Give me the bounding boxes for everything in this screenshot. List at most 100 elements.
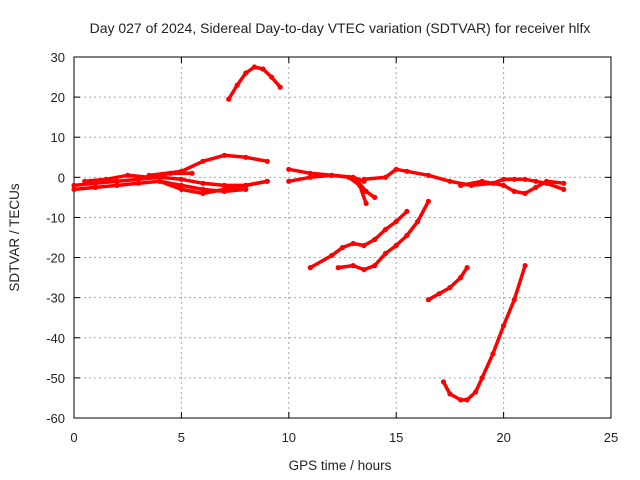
data-point — [501, 176, 507, 182]
series-line — [158, 179, 270, 196]
data-point — [307, 265, 313, 271]
y-tick-label: 10 — [51, 130, 65, 145]
data-point — [157, 178, 163, 184]
data-point — [479, 178, 485, 184]
series-track-d — [157, 178, 270, 196]
data-point — [511, 176, 517, 182]
data-series — [71, 64, 567, 403]
series-line — [147, 153, 270, 178]
data-point — [200, 186, 206, 192]
data-point — [522, 263, 528, 269]
data-point — [473, 389, 479, 395]
x-tick-label: 5 — [178, 430, 185, 445]
data-point — [264, 178, 270, 184]
data-point — [490, 351, 496, 357]
data-point — [221, 152, 227, 158]
data-point — [329, 172, 335, 178]
series-track-f — [226, 64, 283, 102]
data-point — [114, 178, 120, 184]
data-point — [178, 168, 184, 174]
y-tick-label: -50 — [46, 371, 65, 386]
data-point — [447, 178, 453, 184]
data-point — [251, 64, 257, 70]
data-point — [404, 168, 410, 174]
x-tick-labels: 0 5 10 15 20 25 — [70, 430, 618, 445]
data-point — [350, 240, 356, 247]
data-point — [361, 267, 367, 273]
data-point — [178, 182, 184, 188]
grid — [74, 57, 611, 418]
y-tick-labels: -60 -50 -40 -30 -20 -10 0 10 20 30 — [46, 50, 65, 426]
x-tick-label: 20 — [496, 430, 510, 445]
data-point — [464, 397, 470, 403]
data-point — [243, 154, 249, 160]
data-point — [363, 188, 369, 194]
series-line — [287, 173, 368, 206]
data-point — [522, 176, 528, 182]
data-point — [92, 184, 99, 190]
x-tick-marks — [73, 57, 612, 418]
data-point — [103, 176, 109, 182]
data-point — [264, 158, 270, 164]
y-tick-label: 0 — [58, 170, 65, 185]
x-tick-label: 0 — [70, 430, 77, 445]
data-point — [425, 297, 431, 303]
data-point — [544, 178, 550, 184]
data-point — [243, 186, 249, 192]
data-point — [511, 297, 517, 303]
data-point — [200, 190, 206, 196]
data-point — [404, 208, 410, 214]
data-point — [135, 180, 141, 186]
data-point — [226, 96, 232, 102]
data-point — [346, 174, 352, 180]
series-track-n — [425, 265, 470, 303]
data-point — [393, 242, 399, 249]
data-point — [178, 186, 184, 192]
data-point — [354, 178, 361, 184]
data-point — [436, 291, 442, 297]
data-point — [382, 250, 389, 257]
data-point — [350, 263, 356, 269]
y-tick-label: -10 — [46, 210, 65, 225]
data-point — [221, 182, 227, 188]
data-point — [234, 82, 240, 88]
data-point — [372, 263, 378, 269]
data-point — [114, 182, 120, 188]
data-point — [440, 379, 447, 385]
data-point — [361, 242, 367, 249]
data-point — [71, 182, 77, 188]
x-tick-label: 25 — [604, 430, 618, 445]
data-point — [243, 182, 249, 188]
data-point — [464, 265, 470, 271]
plot-frame — [73, 56, 612, 419]
series-track-k — [335, 198, 431, 273]
data-point — [277, 84, 283, 90]
data-point — [447, 285, 453, 291]
data-point — [561, 186, 567, 192]
data-point — [178, 176, 184, 182]
data-point — [82, 178, 88, 184]
data-point — [71, 186, 77, 192]
data-point — [561, 180, 567, 186]
data-point — [339, 244, 346, 251]
data-point — [393, 218, 399, 225]
data-point — [479, 375, 485, 381]
data-point — [200, 158, 206, 164]
y-tick-label: -60 — [46, 411, 65, 426]
data-point — [533, 178, 539, 184]
data-point — [146, 172, 152, 178]
chart-title: Day 027 of 2024, Sidereal Day-to-day VTE… — [90, 20, 591, 36]
data-point — [447, 391, 453, 397]
data-point — [415, 218, 421, 225]
data-point — [260, 66, 266, 72]
series-track-j — [307, 208, 410, 271]
data-point — [393, 166, 399, 172]
x-tick-label: 15 — [389, 430, 403, 445]
data-point — [458, 182, 464, 188]
data-point — [329, 252, 335, 259]
x-axis-label: GPS time / hours — [289, 458, 392, 473]
series-track-m — [458, 178, 567, 196]
x-tick-label: 10 — [282, 430, 296, 445]
y-axis-label: SDTVAR / TECUs — [7, 183, 22, 292]
